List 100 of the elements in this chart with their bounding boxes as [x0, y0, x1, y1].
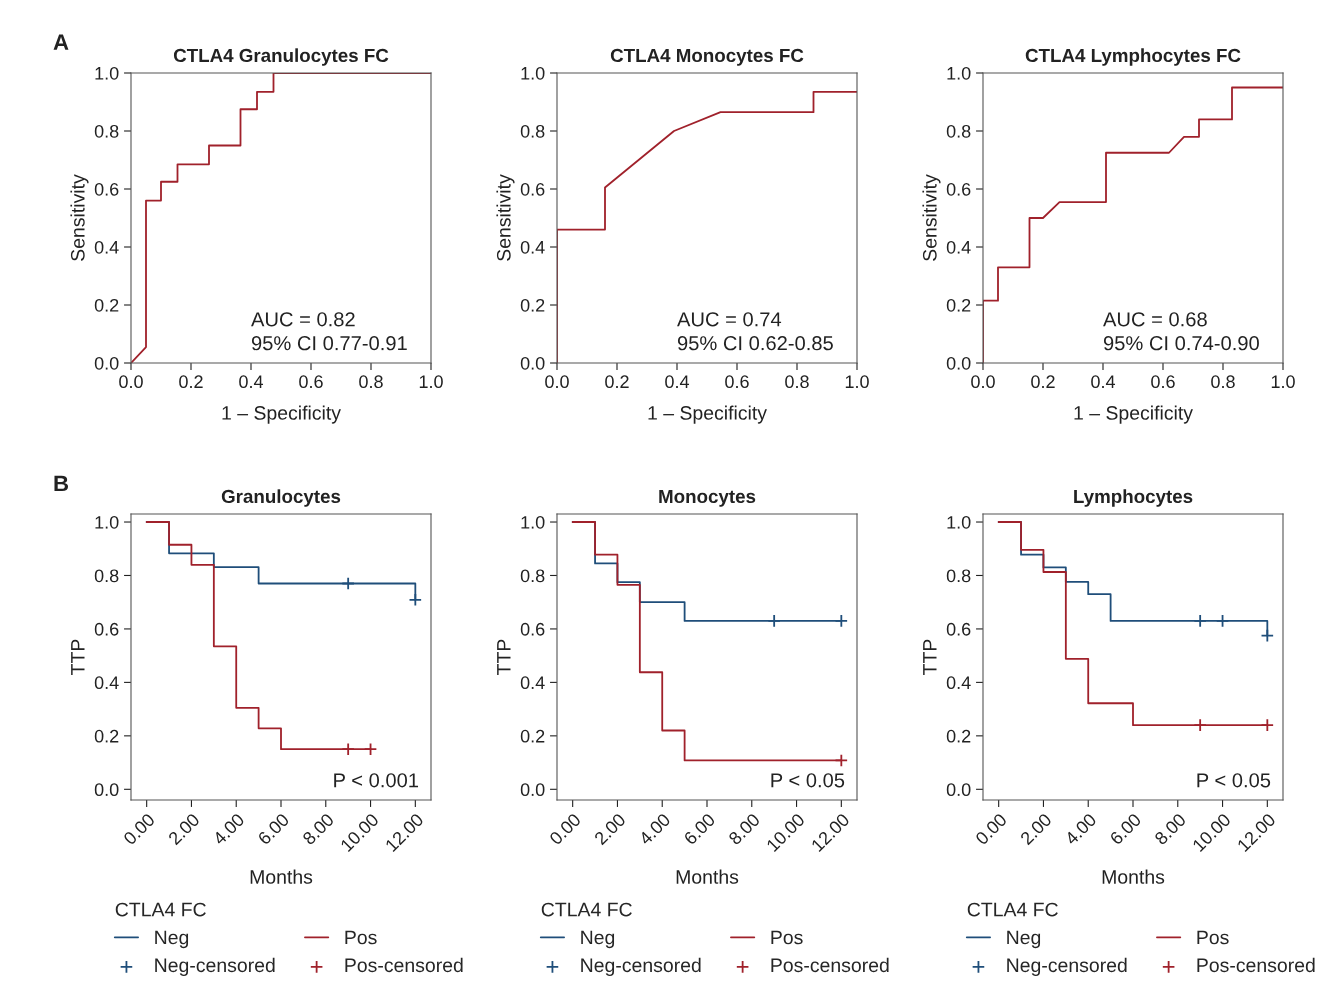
- y-tick-label: 0.2: [94, 298, 119, 312]
- annotation: AUC = 0.68: [1103, 312, 1207, 327]
- annotation: 95% CI 0.77-0.91: [251, 336, 407, 351]
- chart-title: CTLA4 Monocytes FC: [610, 48, 804, 66]
- y-tick-label: 1.0: [521, 515, 545, 529]
- y-tick-label: 0.4: [520, 240, 545, 254]
- point: [1260, 718, 1275, 732]
- x-tick-label: 4.00: [1064, 812, 1098, 846]
- x-tick-label: 1.0: [845, 375, 869, 389]
- x-tick-label: 0.8: [1211, 375, 1235, 389]
- y-tick-label: 0.0: [520, 356, 545, 370]
- x-tick-label: 6.00: [1109, 812, 1142, 846]
- y-tick-label: 0.0: [94, 783, 119, 797]
- y-tick-label: 0.0: [946, 356, 971, 370]
- x-tick-label: 0.00: [974, 812, 1008, 846]
- legend-label: Pos-censored: [771, 957, 889, 973]
- point: [1215, 614, 1230, 628]
- point: [1193, 718, 1207, 732]
- annotation: 95% CI 0.62-0.85: [677, 336, 833, 351]
- x-axis-title: 1 – Specificity: [222, 405, 341, 424]
- y-tick-label: 0.8: [94, 569, 119, 583]
- y-axis-title: TTP: [923, 639, 937, 675]
- point: [341, 742, 355, 756]
- x-tick-label: 0.4: [665, 375, 690, 389]
- legend-label: Neg: [1007, 930, 1041, 949]
- legend-label: Neg-censored: [1007, 957, 1127, 976]
- y-tick-label: 0.2: [946, 298, 971, 312]
- y-tick-label: 0.6: [946, 182, 971, 196]
- x-tick-label: 1.0: [1271, 375, 1295, 389]
- x-tick-label: 0.00: [122, 812, 156, 846]
- y-tick-label: 0.8: [94, 124, 119, 138]
- y-tick-label: 1.0: [521, 66, 545, 80]
- legend-label: Pos: [1197, 930, 1229, 945]
- x-tick-label: 1.0: [419, 375, 443, 389]
- text: A: [53, 34, 69, 50]
- annotation: 95% CI 0.74-0.90: [1103, 336, 1259, 351]
- y-tick-label: 1.0: [947, 66, 971, 80]
- x-tick-label: 0.6: [1151, 375, 1175, 389]
- y-tick-label: 0.4: [94, 240, 119, 254]
- y-tick-label: 0.2: [520, 729, 545, 743]
- y-tick-label: 0.6: [946, 622, 971, 636]
- legend-label: Pos: [345, 930, 377, 945]
- y-tick-label: 0.2: [946, 729, 971, 743]
- y-tick-label: 0.8: [520, 569, 545, 583]
- y-tick-label: 0.0: [520, 783, 545, 797]
- y-tick-label: 0.6: [94, 182, 119, 196]
- chart-title: Lymphocytes: [1074, 489, 1193, 507]
- legend-label: Pos: [771, 930, 803, 945]
- chart-title: Granulocytes: [221, 489, 341, 507]
- annotation: P < 0.05: [771, 773, 845, 788]
- x-tick-label: 0.6: [725, 375, 749, 389]
- point: [341, 576, 355, 591]
- legend-title: CTLA4 FC: [115, 902, 206, 917]
- x-tick-label: 0.00: [548, 812, 582, 846]
- x-axis-title: 1 – Specificity: [1074, 405, 1193, 424]
- x-axis-title: Months: [250, 869, 313, 884]
- legend-title: CTLA4 FC: [967, 902, 1058, 917]
- x-tick-label: 4.00: [212, 812, 246, 846]
- x-tick-label: 0.6: [299, 375, 323, 389]
- y-tick-label: 0.2: [520, 298, 545, 312]
- y-tick-label: 0.4: [94, 676, 119, 690]
- x-tick-label: 0.4: [239, 375, 264, 389]
- x-tick-label: 0.2: [179, 375, 203, 389]
- x-tick-label: 0.8: [785, 375, 809, 389]
- point: [1260, 628, 1275, 643]
- chart-title: Monocytes: [659, 489, 756, 507]
- x-tick-label: 0.0: [971, 375, 995, 389]
- legend-label: Neg: [155, 930, 189, 949]
- y-tick-label: 0.8: [520, 124, 545, 138]
- point: [1193, 614, 1207, 628]
- x-tick-label: 4.00: [638, 812, 672, 846]
- annotation: AUC = 0.74: [677, 312, 782, 327]
- y-tick-label: 0.6: [520, 182, 545, 196]
- y-tick-label: 0.4: [520, 676, 545, 690]
- y-tick-label: 0.8: [946, 569, 971, 583]
- legend-label: Neg: [581, 930, 615, 949]
- y-axis-title: Sensitivity: [496, 174, 515, 261]
- y-tick-label: 0.6: [94, 622, 119, 636]
- x-tick-label: 0.2: [1031, 375, 1055, 389]
- y-tick-label: 0.8: [946, 124, 971, 138]
- y-tick-label: 1.0: [95, 515, 119, 529]
- x-tick-label: 8.00: [301, 812, 335, 846]
- y-axis-title: Sensitivity: [70, 174, 89, 261]
- point: [363, 742, 378, 756]
- y-tick-label: 0.6: [520, 622, 545, 636]
- y-tick-label: 0.0: [94, 356, 119, 370]
- y-tick-label: 1.0: [947, 515, 971, 529]
- y-tick-label: 0.4: [946, 240, 971, 254]
- y-tick-label: 0.2: [94, 729, 119, 743]
- chart-title: CTLA4 Granulocytes FC: [173, 48, 389, 66]
- y-axis-title: Sensitivity: [922, 174, 941, 261]
- y-tick-label: 0.4: [946, 676, 971, 690]
- annotation: P < 0.001: [334, 773, 419, 788]
- x-tick-label: 8.00: [727, 812, 761, 846]
- annotation: P < 0.05: [1197, 773, 1271, 788]
- x-tick-label: 0.0: [119, 375, 143, 389]
- x-axis-title: 1 – Specificity: [648, 405, 767, 424]
- y-axis-title: TTP: [497, 639, 511, 675]
- point: [408, 593, 423, 607]
- x-axis-title: Months: [676, 869, 739, 884]
